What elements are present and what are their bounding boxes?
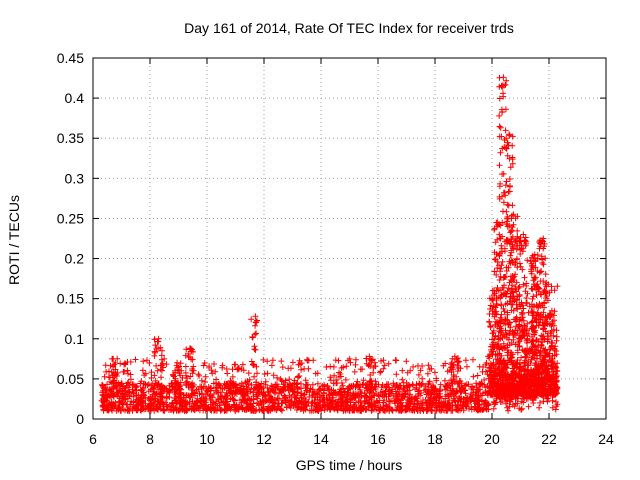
y-tick-label: 0.4	[65, 90, 85, 106]
y-axis-label: ROTI / TECUs	[6, 195, 22, 285]
x-tick-label: 16	[370, 431, 386, 447]
y-tick-label: 0.25	[57, 210, 84, 226]
data-points	[98, 74, 561, 414]
x-tick-label: 8	[146, 431, 154, 447]
y-tick-label: 0.05	[57, 371, 84, 387]
y-tick-label: 0.1	[65, 331, 85, 347]
y-tick-label: 0.2	[65, 251, 85, 267]
y-tick-label: 0.3	[65, 170, 85, 186]
x-tick-labels: 6 8 10 12 14 16 18 20 22 24	[89, 431, 614, 447]
x-tick-label: 20	[484, 431, 500, 447]
x-tick-label: 14	[313, 431, 329, 447]
x-tick-label: 12	[256, 431, 272, 447]
x-tick-label: 22	[541, 431, 557, 447]
y-tick-label: 0.15	[57, 291, 84, 307]
x-axis-label: GPS time / hours	[296, 457, 403, 473]
x-tick-label: 10	[199, 431, 215, 447]
axis-ticks	[92, 57, 607, 420]
y-tick-label: 0.45	[57, 50, 84, 66]
x-tick-label: 18	[427, 431, 443, 447]
y-tick-label: 0.35	[57, 130, 84, 146]
roti-series-markers	[98, 74, 561, 414]
y-tick-labels: 0 0.05 0.1 0.15 0.2 0.25 0.3 0.35 0.4 0.45	[57, 50, 84, 427]
chart-title: Day 161 of 2014, Rate Of TEC Index for r…	[184, 20, 514, 36]
y-tick-label: 0	[76, 411, 84, 427]
plot-frame	[92, 57, 607, 420]
x-tick-label: 6	[89, 431, 97, 447]
grid-lines	[93, 58, 606, 419]
x-tick-label: 24	[598, 431, 614, 447]
